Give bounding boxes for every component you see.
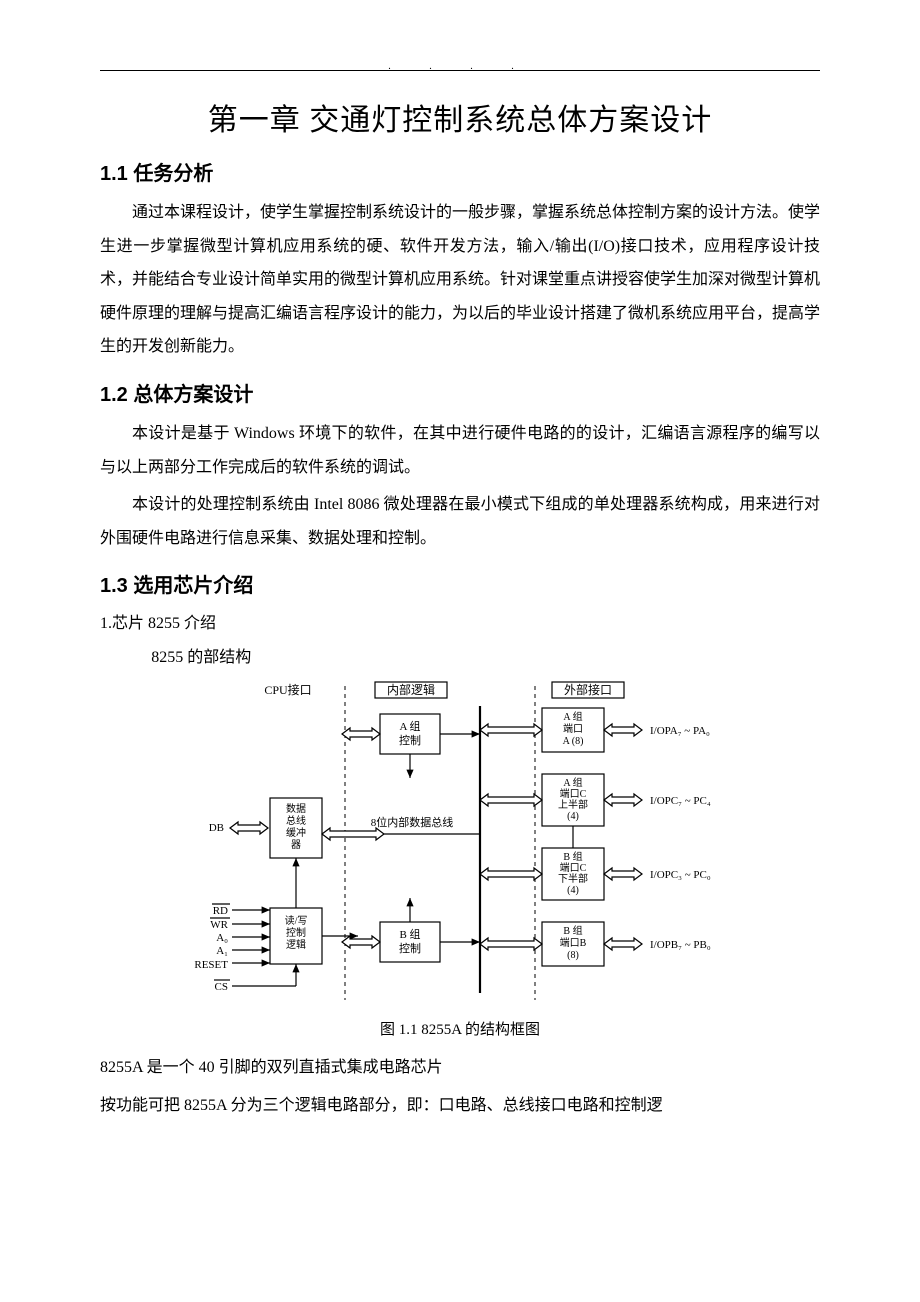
page: . . . . 第一章 交通灯控制系统总体方案设计 1.1 任务分析 通过本课程…: [0, 0, 920, 1302]
svg-text:总线: 总线: [286, 814, 306, 827]
svg-text:控制: 控制: [286, 926, 306, 939]
rule-dots: . . . .: [100, 61, 820, 72]
svg-text:上半部: 上半部: [558, 798, 588, 811]
svg-text:A 组: A 组: [399, 719, 420, 733]
svg-text:端口C: 端口C: [560, 861, 587, 874]
svg-text:A (8): A (8): [563, 736, 584, 747]
svg-text:控制: 控制: [399, 733, 421, 747]
hdr-logic: 内部逻辑: [387, 682, 435, 697]
svg-text:WR: WR: [210, 919, 228, 931]
svg-text:逻辑: 逻辑: [286, 938, 306, 951]
figure-8255-block-diagram: CPU接口 内部逻辑 外部接口 数据 总线 缓冲 器 DB 读/写 控制 逻辑 …: [180, 678, 740, 1008]
hdr-ext: 外部接口: [564, 682, 612, 697]
svg-text:A 组: A 组: [563, 710, 582, 723]
svg-text:DB: DB: [209, 822, 224, 834]
svg-text:数据: 数据: [286, 802, 306, 815]
svg-text:I/OPC₇ ~ PC₄: I/OPC₇ ~ PC₄: [650, 795, 711, 807]
a-group-control: [380, 714, 440, 754]
svg-text:B 组: B 组: [563, 924, 582, 937]
svg-text:下半部: 下半部: [558, 872, 588, 885]
svg-text:RESET: RESET: [194, 959, 228, 971]
section-1-3-p2: 按功能可把 8255A 分为三个逻辑电路部分，即：口电路、总线接口电路和控制逻: [100, 1089, 820, 1123]
svg-text:器: 器: [291, 839, 301, 851]
svg-text:I/OPA₇ ~ PA₀: I/OPA₇ ~ PA₀: [650, 725, 710, 737]
section-1-3-sub: 8255 的部结构: [151, 642, 820, 674]
section-1-1-heading: 1.1 任务分析: [100, 157, 820, 186]
svg-text:(4): (4): [567, 885, 579, 896]
svg-text:端口: 端口: [563, 722, 583, 735]
section-1-3-item: 1.芯片 8255 介绍: [100, 608, 820, 640]
svg-text:RD: RD: [213, 905, 228, 917]
section-1-2-paragraph-2: 本设计的处理控制系统由 Intel 8086 微处理器在最小模式下组成的单处理器…: [100, 488, 820, 555]
svg-text:端口B: 端口B: [560, 936, 587, 949]
section-1-3-p1: 8255A 是一个 40 引脚的双列直插式集成电路芯片: [100, 1051, 820, 1085]
svg-text:端口C: 端口C: [560, 787, 587, 800]
section-1-3-heading: 1.3 选用芯片介绍: [100, 569, 820, 598]
hdr-cpu: CPU接口: [264, 682, 311, 697]
section-1-2-paragraph-1: 本设计是基于 Windows 环境下的软件，在其中进行硬件电路的的设计，汇编语言…: [100, 417, 820, 484]
svg-text:缓冲: 缓冲: [286, 826, 306, 839]
svg-text:8位内部数据总线: 8位内部数据总线: [371, 815, 454, 829]
db-arrow: [230, 822, 268, 834]
svg-text:A₁: A₁: [216, 945, 228, 957]
svg-text:(8): (8): [567, 950, 579, 961]
figure-caption: 图 1.1 8255A 的结构框图: [100, 1018, 820, 1039]
svg-text:I/OPB₇ ~ PB₀: I/OPB₇ ~ PB₀: [650, 939, 711, 951]
svg-text:B 组: B 组: [399, 927, 420, 941]
svg-text:A 组: A 组: [563, 776, 582, 789]
svg-text:B 组: B 组: [563, 850, 582, 863]
section-1-1-paragraph: 通过本课程设计，使学生掌握控制系统设计的一般步骤，掌握系统总体控制方案的设计方法…: [100, 196, 820, 364]
svg-text:(4): (4): [567, 811, 579, 822]
section-1-2-heading: 1.2 总体方案设计: [100, 378, 820, 407]
chapter-title: 第一章 交通灯控制系统总体方案设计: [100, 95, 820, 139]
svg-text:I/OPC₃ ~ PC₀: I/OPC₃ ~ PC₀: [650, 869, 711, 881]
top-rule: . . . .: [100, 70, 820, 71]
svg-text:控制: 控制: [399, 941, 421, 955]
svg-text:CS: CS: [215, 981, 228, 993]
svg-text:读/写: 读/写: [285, 914, 308, 927]
b-group-control: [380, 922, 440, 962]
svg-text:A₀: A₀: [216, 932, 228, 944]
